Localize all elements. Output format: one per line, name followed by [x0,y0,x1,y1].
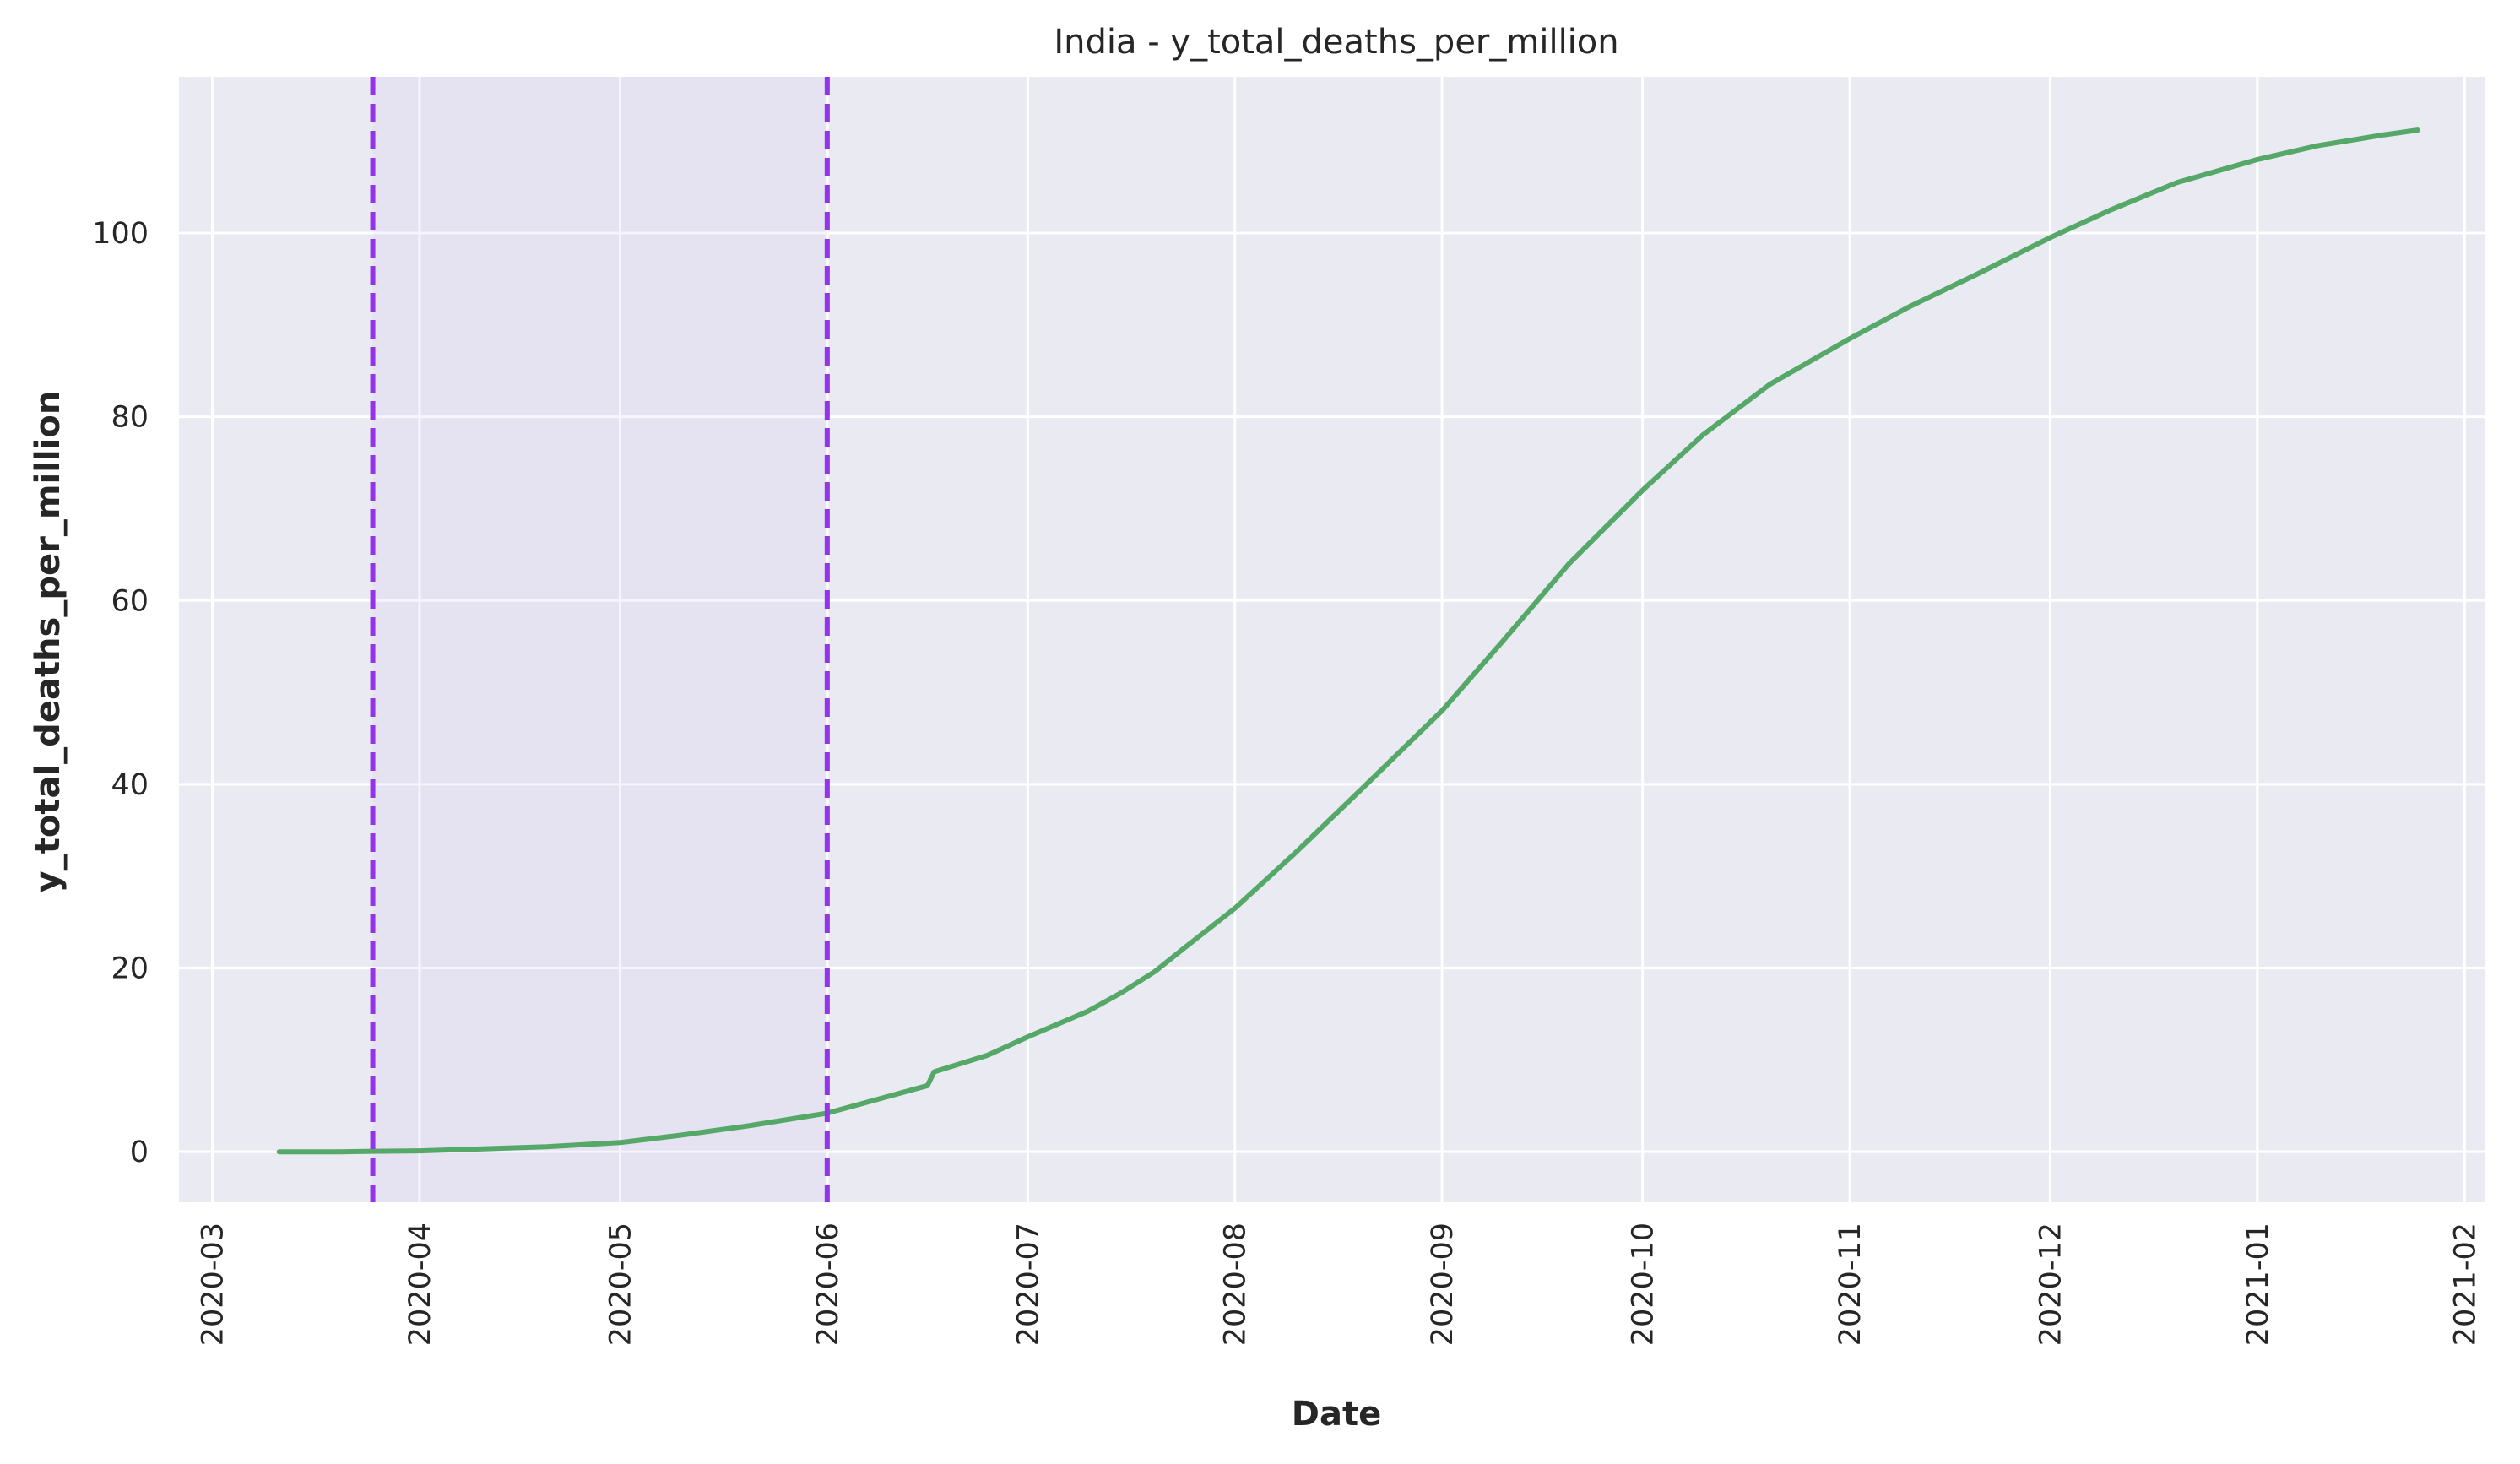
grid [179,77,2485,1202]
y-tick-label: 0 [130,1136,149,1169]
y-tick-label: 40 [111,768,149,802]
y-tick-label: 100 [92,217,149,251]
x-axis-label: Date [1292,1395,1381,1434]
series-line [276,127,2420,1155]
x-tick-label: 2020-09 [1426,1223,1460,1346]
x-tick-label: 2020-10 [1627,1223,1661,1346]
x-tick-label: 2020-03 [197,1223,230,1346]
y-axis-label: y_total_deaths_per_million [29,391,68,893]
x-tick-label: 2020-04 [404,1223,437,1346]
y-tick-label: 20 [111,952,149,986]
x-tick-label: 2021-02 [2448,1223,2482,1346]
highlight-span [372,77,827,1202]
highlight-span-layer [372,77,827,1202]
y-tick-label: 80 [111,401,149,435]
x-tick-label: 2021-01 [2241,1223,2275,1346]
x-tick-label: 2020-12 [2034,1223,2067,1346]
x-tick-label: 2020-05 [604,1223,637,1346]
x-tick-label: 2020-06 [811,1223,845,1346]
x-tick-label: 2020-08 [1219,1223,1253,1346]
y-tick-label: 60 [111,584,149,618]
chart-title: India - y_total_deaths_per_million [1054,23,1618,62]
plot-area [179,77,2485,1202]
series-layer [276,127,2420,1155]
x-tick-label: 2020-11 [1834,1223,1867,1346]
tick-labels: 2020-03 2020-04 2020-05 2020-06 2020-07 2020-… [92,217,2482,1346]
x-tick-label: 2020-07 [1011,1223,1045,1346]
